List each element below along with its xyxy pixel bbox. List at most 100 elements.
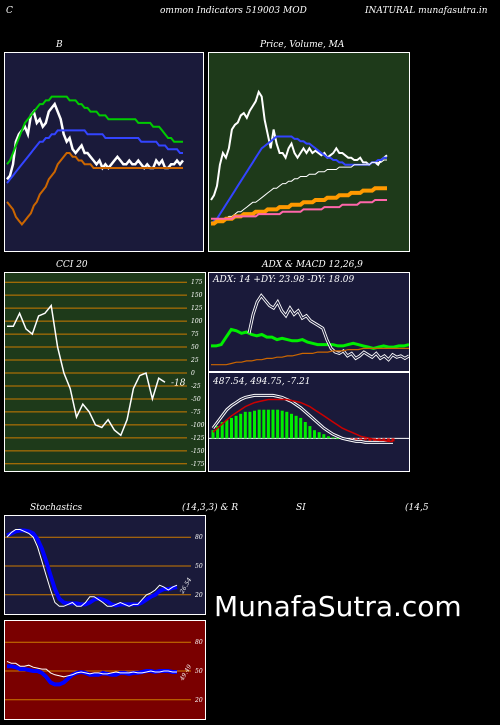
macd-histogram-bar — [359, 438, 363, 441]
cci-tick-label: -50 — [191, 396, 201, 403]
adx-label: ADX: 14 +DY: 23.98 -DY: 18.09 — [213, 275, 355, 285]
cci-tick-label: 175 — [191, 279, 203, 286]
macd-histogram-bar — [266, 409, 270, 439]
cci-last-value: -18 — [171, 378, 186, 388]
price-ma-ma_pink-line — [211, 199, 387, 220]
rsi-params: (14,5 — [405, 503, 429, 513]
cci-tick-label: -25 — [191, 383, 201, 390]
cci-tick-label: 125 — [191, 305, 203, 312]
macd-histogram-bar — [211, 430, 215, 439]
header-center: ommon Indicators 519003 MOD — [160, 6, 307, 16]
macd-histogram-bar — [216, 426, 220, 439]
macd-label: 487.54, 494.75, -7.21 — [213, 377, 311, 387]
cci-tick-label: 75 — [191, 331, 199, 338]
macd-panel: 487.54, 494.75, -7.21 — [208, 372, 410, 472]
macd-histogram-bar — [391, 438, 395, 442]
macd-histogram-bar — [285, 411, 289, 439]
watermark: MunafaSutra.com — [214, 590, 462, 623]
price-ma-ma_orange-line — [211, 186, 387, 226]
cci-tick-label: -125 — [191, 435, 205, 442]
macd-histogram-bar — [326, 436, 330, 439]
price-ma-title: Price, Volume, MA — [260, 40, 345, 50]
adx-minus_dy-line — [211, 347, 409, 366]
rsi-last-value: 49.49 — [178, 663, 193, 682]
macd-histogram-bar — [313, 430, 316, 439]
bollinger-upper-line — [6, 95, 183, 165]
cci-tick-label: 0 — [191, 370, 195, 377]
price-ma-ma_white-line — [211, 159, 387, 224]
macd-histogram-bar — [331, 437, 335, 439]
macd-histogram-bar — [248, 411, 252, 439]
macd-histogram-bar — [322, 434, 326, 439]
macd-histogram-bar — [303, 422, 307, 439]
cci-line — [7, 303, 166, 437]
macd-line — [212, 394, 393, 443]
price-ma-price-line — [210, 89, 388, 201]
macd-histogram-bar — [363, 438, 367, 441]
bollinger-title: B — [56, 40, 63, 50]
adx-plus-dy-outline — [247, 293, 409, 362]
rsi-svg: 80 50 20 49.49 — [5, 639, 203, 704]
rsi-tick-label: 50 — [195, 668, 203, 675]
macd-histogram-bar — [220, 422, 224, 439]
stoch-title: Stochastics — [30, 503, 83, 513]
bollinger-panel — [4, 52, 204, 252]
macd-histogram-bar — [386, 438, 390, 442]
bollinger-price-line — [6, 101, 184, 181]
macd-histogram-bar — [354, 438, 358, 441]
macd-histogram-bar — [317, 432, 321, 439]
cci-tick-label: -175 — [191, 461, 205, 468]
macd-histogram-bar — [239, 413, 243, 439]
cci-svg: 175 150 125 100 75 50 25 0 -25 -50 -75 -100 -125 -150… — [5, 279, 205, 468]
price-ma-panel — [208, 52, 410, 252]
adx-plus-dy-line — [248, 294, 409, 361]
macd-histogram-bar — [299, 417, 303, 439]
cci-tick-label: -75 — [191, 409, 201, 416]
rsi-tick-label: 80 — [195, 639, 203, 646]
rsi-line — [6, 660, 177, 678]
rsi-title: SI — [296, 503, 306, 513]
stoch-tick-label: 50 — [195, 563, 203, 570]
macd-histogram-bar — [290, 413, 293, 439]
macd-histogram-bar — [271, 409, 275, 439]
stoch-params: (14,3,3) & R — [182, 503, 239, 513]
macd-histogram-bar — [276, 409, 280, 439]
adx-title: ADX & MACD 12,26,9 — [262, 260, 363, 270]
macd-histogram-bar — [336, 438, 340, 440]
header-left: C — [6, 6, 13, 16]
macd-histogram-bar — [262, 409, 266, 439]
cci-tick-label: -100 — [191, 422, 205, 429]
adx-svg — [211, 293, 409, 366]
rsi-smooth-line — [7, 664, 177, 687]
stoch-last-value: 26.54 — [178, 576, 193, 595]
macd-histogram-bar — [308, 426, 312, 439]
price-ma-ma_blue-line — [210, 135, 387, 225]
cci-panel: 175 150 125 100 75 50 25 0 -25 -50 -75 -100 -125 -150… — [4, 272, 206, 472]
cci-tick-label: 150 — [191, 292, 203, 299]
stoch-panel: 80 50 20 26.54 — [4, 515, 206, 615]
stoch-tick-label: 20 — [194, 592, 203, 599]
stoch-d-line — [6, 528, 178, 608]
stoch-k-line — [6, 529, 178, 607]
macd-svg — [209, 393, 409, 444]
macd-histogram-bar — [294, 415, 298, 439]
rsi-panel: 80 50 20 49.49 — [4, 620, 206, 720]
header-right: INATURAL munafasutra.in — [365, 6, 488, 16]
macd-histogram-bar — [280, 410, 284, 439]
bollinger-middle-line — [6, 129, 183, 184]
macd-signal-line — [212, 398, 393, 443]
bollinger-lower-line — [6, 152, 183, 226]
cci-tick-label: -150 — [191, 448, 205, 455]
bollinger-svg — [6, 95, 184, 226]
macd-histogram-bar — [243, 411, 247, 439]
adx-panel: ADX: 14 +DY: 23.98 -DY: 18.09 — [208, 272, 410, 372]
macd-histogram-bar — [225, 419, 229, 439]
adx-adx-line — [211, 327, 409, 350]
macd-histogram-bar — [253, 410, 256, 439]
cci-tick-label: 50 — [191, 344, 199, 351]
cci-title: CCI 20 — [56, 260, 88, 270]
rsi-tick-label: 20 — [194, 697, 203, 704]
macd-histogram-bar — [230, 417, 233, 439]
cci-tick-label: 100 — [191, 318, 203, 325]
